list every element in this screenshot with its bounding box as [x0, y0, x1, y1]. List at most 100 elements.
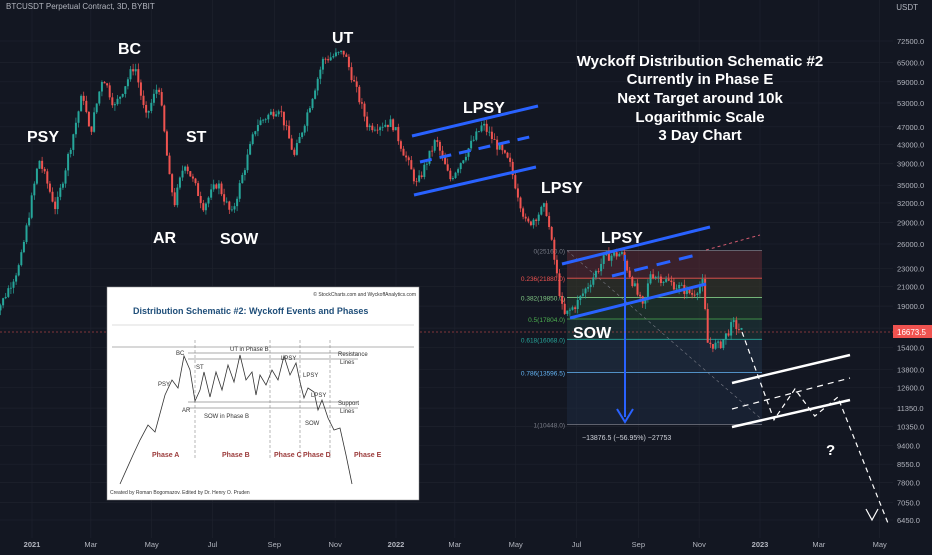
candle-body [33, 183, 36, 196]
candle-body [288, 125, 291, 139]
projected-arrowhead [865, 508, 879, 522]
candle-body [290, 138, 293, 150]
candle-body [524, 216, 527, 219]
candle-body [613, 252, 616, 256]
candle-body [371, 125, 374, 131]
inset-price-path [119, 354, 353, 485]
candle-body [558, 273, 561, 297]
candle-body [355, 81, 358, 87]
candle-body [550, 227, 553, 240]
candle-body [59, 187, 62, 197]
candle-body [620, 252, 623, 254]
candle-body [587, 287, 590, 289]
y-tick-label-13: 19000.0 [897, 302, 924, 311]
channel-lower-1 [413, 165, 537, 197]
candle-body [691, 293, 694, 295]
candle-body [735, 320, 738, 330]
candle-body [704, 278, 707, 310]
candle-body [126, 79, 129, 87]
y-tick-label-6: 39000.0 [897, 160, 924, 169]
candle-body [584, 288, 587, 294]
y-tick-label-7: 35000.0 [897, 181, 924, 190]
title-line-4: Logarithmic Scale [635, 109, 764, 126]
candle-body [423, 164, 426, 178]
fib-label-0.618: 0.618(16068.0) [521, 337, 565, 344]
candle-body [327, 59, 330, 61]
candle-body [184, 166, 187, 171]
candle-body [319, 69, 322, 79]
proj-lower [731, 398, 851, 429]
candle-body [501, 144, 504, 151]
candle-body [314, 90, 317, 99]
inset-label-lines: Lines [340, 360, 354, 366]
candle-body [405, 155, 408, 158]
candle-body [324, 58, 327, 60]
candle-body [67, 153, 70, 171]
inset-label-bc: BC [176, 351, 185, 357]
inset-title: Distribution Schematic #2: Wyckoff Event… [133, 306, 368, 316]
candle-body [670, 280, 673, 283]
candle-body [152, 93, 155, 103]
candle-body [282, 111, 285, 126]
candle-body [329, 57, 332, 61]
candle-body [251, 134, 254, 145]
inset-label-st: ST [196, 365, 204, 371]
candle-body [363, 103, 366, 117]
inset-credit-top: © StockCharts.com and WyckoffAnalytics.c… [313, 291, 416, 298]
candle-body [472, 139, 475, 141]
title-line-5: 3 Day Chart [658, 127, 741, 144]
candle-body [475, 131, 478, 140]
y-tick-label-5: 43000.0 [897, 140, 924, 149]
candle-body [225, 201, 228, 203]
candle-body [470, 140, 473, 149]
candle-body [490, 131, 493, 140]
candle-body [353, 80, 356, 82]
candle-body [540, 206, 543, 215]
candle-body [454, 172, 457, 178]
candle-body [415, 181, 418, 183]
inset-credit-bottom: Created by Roman Bogomazov. Edited by Dr… [110, 490, 250, 496]
x-tick-label-10: Sep [632, 540, 645, 549]
candle-body [142, 95, 145, 105]
candle-body [527, 218, 530, 222]
y-tick-label-23: 7050.0 [897, 498, 920, 507]
candle-body [100, 82, 103, 92]
candle-body [376, 129, 379, 131]
candle-body [22, 241, 25, 253]
label-question: ? [826, 442, 835, 459]
candle-body [191, 176, 194, 179]
y-tick-label-24: 6450.0 [897, 516, 920, 525]
candle-body [444, 156, 447, 165]
candle-body [717, 341, 720, 343]
x-tick-label-6: 2022 [388, 540, 405, 549]
candle-body [74, 122, 77, 135]
candle-body [594, 270, 597, 278]
y-tick-label-20: 9400.0 [897, 441, 920, 450]
candle-body [639, 294, 642, 297]
candle-body [358, 86, 361, 103]
candle-body [25, 225, 28, 242]
candlestick-series [0, 48, 743, 353]
candle-body [311, 98, 314, 109]
candle-body [477, 131, 480, 133]
price-axis[interactable] [893, 0, 932, 538]
fib-label-0: 0(25160.0) [534, 249, 565, 256]
candle-body [522, 208, 525, 217]
candle-body [199, 195, 202, 204]
candle-body [384, 124, 387, 127]
candle-body [15, 275, 18, 282]
label-lpsy-2: LPSY [541, 180, 583, 197]
candle-body [498, 144, 501, 150]
candle-body [308, 108, 311, 113]
candle-body [204, 203, 207, 211]
candle-body [28, 217, 31, 226]
candle-body [516, 188, 519, 198]
inset-label-ar: AR [182, 408, 191, 414]
candle-body [12, 281, 15, 288]
y-tick-label-1: 65000.0 [897, 59, 924, 68]
candle-body [316, 78, 319, 91]
y-tick-label-2: 59000.0 [897, 78, 924, 87]
candle-body [337, 51, 340, 53]
time-axis[interactable] [0, 538, 932, 550]
